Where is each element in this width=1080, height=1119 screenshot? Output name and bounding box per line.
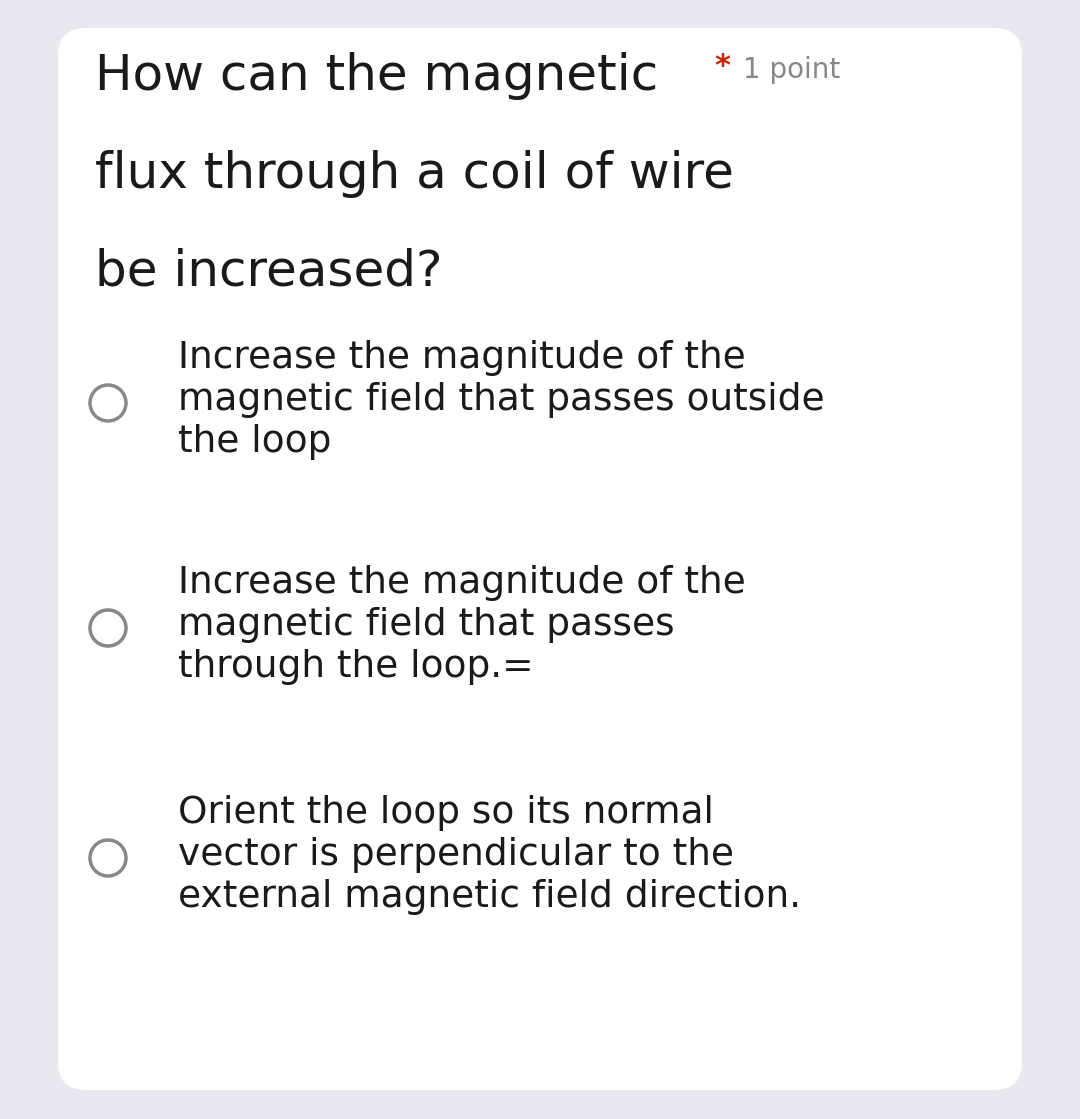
Circle shape bbox=[90, 840, 126, 876]
Circle shape bbox=[90, 610, 126, 646]
Text: 1 point: 1 point bbox=[743, 56, 840, 84]
Text: Increase the magnitude of the: Increase the magnitude of the bbox=[178, 565, 746, 601]
Text: through the loop.=: through the loop.= bbox=[178, 649, 534, 685]
Text: Increase the magnitude of the: Increase the magnitude of the bbox=[178, 340, 746, 376]
FancyBboxPatch shape bbox=[58, 28, 1022, 1090]
Text: magnetic field that passes: magnetic field that passes bbox=[178, 606, 675, 643]
Text: flux through a coil of wire: flux through a coil of wire bbox=[95, 150, 734, 198]
Circle shape bbox=[90, 385, 126, 421]
Text: external magnetic field direction.: external magnetic field direction. bbox=[178, 880, 801, 915]
Text: be increased?: be increased? bbox=[95, 248, 443, 297]
Text: How can the magnetic: How can the magnetic bbox=[95, 51, 658, 100]
Text: magnetic field that passes outside: magnetic field that passes outside bbox=[178, 382, 825, 419]
Text: *: * bbox=[715, 51, 742, 81]
Text: Orient the loop so its normal: Orient the loop so its normal bbox=[178, 794, 714, 831]
Text: vector is perpendicular to the: vector is perpendicular to the bbox=[178, 837, 734, 873]
Text: the loop: the loop bbox=[178, 424, 332, 460]
